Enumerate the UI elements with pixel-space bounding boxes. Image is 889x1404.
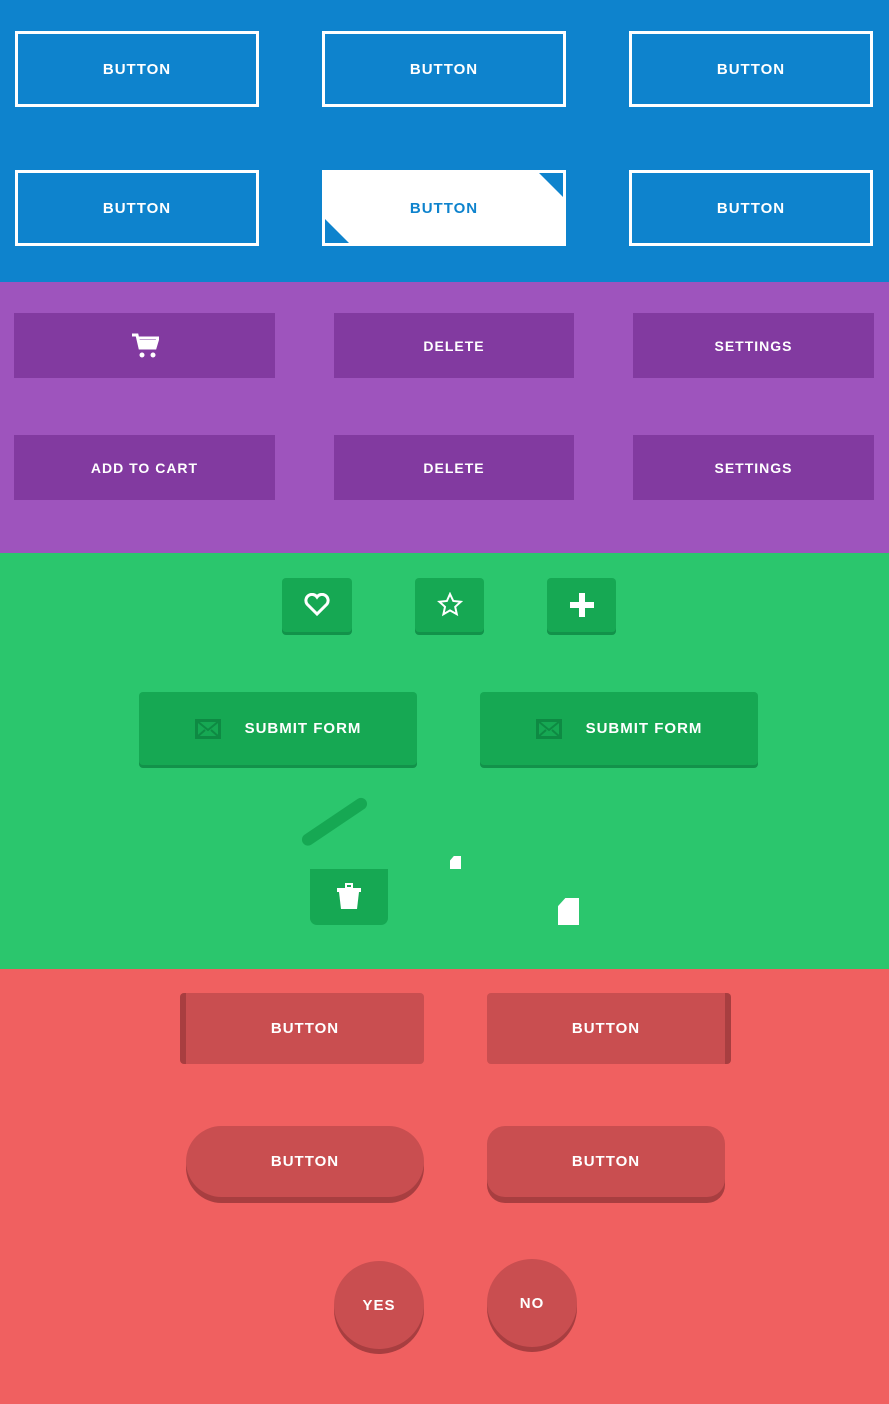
envelope-icon — [194, 718, 221, 739]
yes-button[interactable]: YES — [334, 1261, 424, 1349]
button[interactable]: BUTTON — [180, 993, 424, 1064]
red-section: BUTTON BUTTON BUTTON BUTTON YES NO — [0, 969, 889, 1404]
cart-icon — [131, 333, 159, 357]
outline-button[interactable]: BUTTON — [15, 31, 259, 107]
outline-button-hover[interactable]: BUTTON — [322, 170, 566, 246]
corner-decoration — [539, 173, 563, 197]
cart-button[interactable] — [14, 313, 275, 378]
trash-icon — [337, 883, 361, 909]
trash-button[interactable] — [310, 869, 388, 925]
green-section: SUBMIT FORM SUBMIT FORM — [0, 553, 889, 969]
file-icon — [558, 898, 579, 925]
pill-button[interactable]: BUTTON — [186, 1126, 424, 1197]
submit-form-button[interactable]: SUBMIT FORM — [480, 692, 758, 765]
outline-button[interactable]: BUTTON — [629, 31, 873, 107]
settings-button[interactable]: SETTINGS — [633, 313, 874, 378]
rounded-button[interactable]: BUTTON — [487, 1126, 725, 1197]
star-icon — [436, 592, 463, 617]
button-label: BUTTON — [409, 199, 479, 217]
blue-section: BUTTON BUTTON BUTTON BUTTON BUTTON BUTTO… — [0, 0, 889, 282]
heart-icon — [304, 593, 330, 617]
add-to-cart-button[interactable]: ADD TO CART — [14, 435, 275, 500]
outline-button[interactable]: BUTTON — [629, 170, 873, 246]
purple-section: DELETE SETTINGS ADD TO CART DELETE SETTI… — [0, 282, 889, 553]
button[interactable]: BUTTON — [487, 993, 731, 1064]
plus-button[interactable] — [547, 578, 616, 632]
trash-lid — [299, 795, 370, 848]
delete-button[interactable]: DELETE — [334, 313, 574, 378]
corner-decoration — [325, 219, 349, 243]
star-button[interactable] — [415, 578, 484, 632]
delete-button[interactable]: DELETE — [334, 435, 574, 500]
heart-button[interactable] — [282, 578, 352, 632]
outline-button[interactable]: BUTTON — [15, 170, 259, 246]
button-label: SUBMIT FORM — [244, 720, 362, 737]
outline-button[interactable]: BUTTON — [322, 31, 566, 107]
plus-icon — [569, 593, 594, 617]
envelope-icon — [535, 718, 562, 739]
file-icon — [450, 856, 461, 869]
button-label: SUBMIT FORM — [585, 720, 703, 737]
no-button[interactable]: NO — [487, 1259, 577, 1347]
submit-form-button[interactable]: SUBMIT FORM — [139, 692, 417, 765]
settings-button[interactable]: SETTINGS — [633, 435, 874, 500]
